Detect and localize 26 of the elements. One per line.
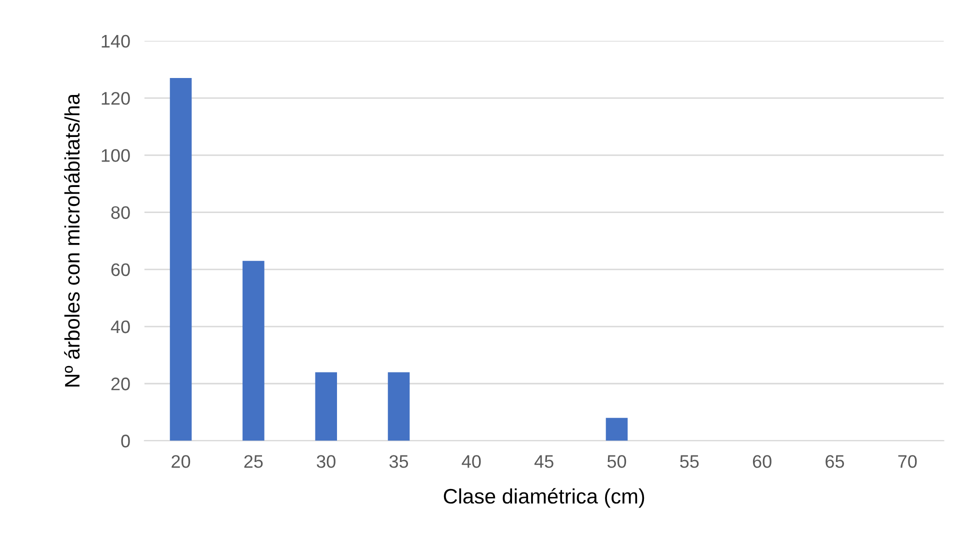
y-tick-label: 120 [102, 92, 130, 105]
x-axis-title: Clase diamétrica (cm) [444, 488, 644, 508]
bar [606, 418, 628, 441]
x-tick-label: 50 [607, 455, 626, 468]
y-tick-label: 0 [121, 434, 130, 448]
y-tick-label: 100 [102, 149, 130, 162]
x-tick-label: 30 [316, 455, 336, 468]
x-tick-label: 20 [172, 455, 190, 468]
bar [242, 260, 264, 441]
bar [315, 372, 338, 441]
x-tick-label: 35 [389, 455, 408, 468]
x-tick-label: 60 [752, 455, 772, 468]
bar [170, 78, 192, 441]
x-tick-label: 40 [462, 455, 481, 468]
y-axis-title: Nº árboles con microhábitats/ha [64, 93, 80, 387]
x-tick-label: 25 [244, 455, 263, 468]
x-tick-label: 70 [898, 455, 917, 468]
y-tick-label: 140 [102, 34, 130, 48]
y-tick-label: 60 [111, 263, 130, 276]
x-tick-label: 55 [680, 455, 699, 468]
y-tick-label: 80 [111, 206, 130, 219]
bar [388, 372, 410, 441]
y-tick-label: 20 [111, 378, 130, 390]
y-tick-label: 40 [110, 320, 130, 334]
x-tick-label: 65 [826, 455, 844, 468]
x-tick-label: 45 [534, 455, 554, 468]
